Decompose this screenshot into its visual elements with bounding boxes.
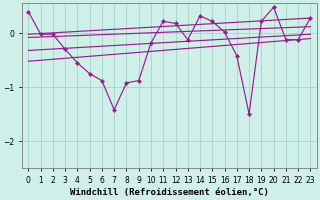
X-axis label: Windchill (Refroidissement éolien,°C): Windchill (Refroidissement éolien,°C): [70, 188, 269, 197]
